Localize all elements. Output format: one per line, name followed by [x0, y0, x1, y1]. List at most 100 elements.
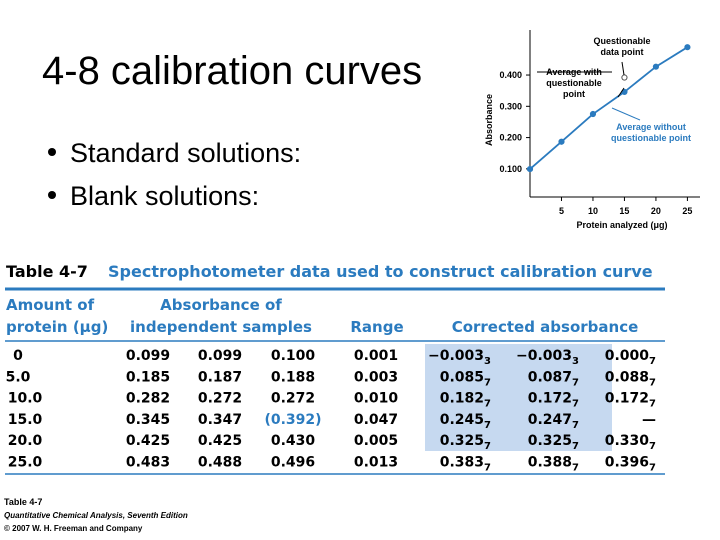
y-tick-label: 0.200: [499, 133, 522, 143]
cell-subscript: 7: [649, 463, 656, 474]
cell-subscript: 7: [572, 399, 579, 410]
table-cell: 0.100: [271, 348, 316, 364]
table-cell: (0.392): [264, 412, 321, 428]
arrow: [617, 87, 625, 98]
cell-value: 0.388: [528, 455, 572, 471]
x-tick-label: 25: [682, 206, 692, 216]
table-cell: 0.099: [126, 348, 170, 364]
table-cell: 0.3257: [440, 433, 491, 452]
cell-value: 0.383: [440, 455, 484, 471]
table-label: Table 4-7: [6, 262, 88, 281]
x-tick-label: 10: [588, 206, 598, 216]
data-point: [684, 44, 691, 51]
table-cell: 10.0: [8, 391, 43, 407]
table-cell: 0.3837: [440, 455, 491, 474]
table-cell: 0.3887: [528, 455, 579, 474]
slide-title: 4-8 calibration curves: [42, 49, 422, 93]
table-cell: 0.2457: [440, 412, 491, 431]
x-tick-label: 15: [619, 206, 629, 216]
footnote: © 2007 W. H. Freeman and Company: [4, 524, 143, 533]
data-point: [526, 165, 534, 173]
column-header: independent samples: [130, 318, 312, 336]
table-cell: —: [642, 412, 656, 428]
table-cell: 0.430: [271, 433, 316, 449]
table-cell: 0.483: [126, 455, 170, 471]
table-cell: 0.272: [198, 391, 242, 407]
table-cell: 0.425: [126, 433, 170, 449]
table-cell: 0.1727: [528, 391, 579, 410]
table-cell: 0.425: [198, 433, 242, 449]
table-cell: 0.282: [126, 391, 170, 407]
cell-value: −0.003: [428, 348, 484, 364]
table-cell: 0.010: [354, 391, 399, 407]
cell-value: 0.172: [528, 391, 572, 407]
cell-value: 0.247: [528, 412, 572, 428]
cell-value: −0.003: [516, 348, 572, 364]
table-cell: 0.347: [198, 412, 242, 428]
table-cell: 20.0: [8, 433, 43, 449]
table-cell: 0.488: [198, 455, 242, 471]
y-tick-label: 0.100: [499, 164, 522, 174]
cell-subscript: 7: [572, 420, 579, 431]
data-point: [621, 74, 628, 81]
data-point: [558, 138, 565, 145]
cell-value: 0.172: [605, 391, 649, 407]
table-cell: 0.345: [126, 412, 170, 428]
x-tick-label: 20: [651, 206, 661, 216]
bullet-text: Standard solutions:: [70, 138, 301, 168]
table-cell: 0.272: [271, 391, 315, 407]
annotation: Average without: [616, 122, 686, 132]
annotation: point: [563, 89, 585, 99]
cell-subscript: 7: [484, 420, 491, 431]
cell-subscript: 3: [572, 356, 579, 367]
table-cell: 0.0007: [605, 348, 656, 367]
bullet-text: Blank solutions:: [70, 181, 259, 211]
table-cell: 0: [13, 348, 23, 364]
table-cell: 0.185: [126, 369, 170, 385]
cell-subscript: 7: [484, 377, 491, 388]
table-cell: −0.0033: [428, 348, 491, 367]
cell-value: 0.087: [528, 369, 572, 385]
table-cell: 25.0: [8, 455, 43, 471]
footnote: Quantitative Chemical Analysis, Seventh …: [4, 511, 188, 520]
table-cell: 0.003: [354, 369, 398, 385]
table-cell: 0.001: [354, 348, 398, 364]
table-cell: 0.1727: [605, 391, 656, 410]
column-header: Amount of: [6, 296, 95, 314]
column-header: Absorbance of: [160, 296, 282, 314]
cell-subscript: 7: [649, 441, 656, 452]
table-cell: 0.013: [354, 455, 398, 471]
table-cell: 0.3257: [528, 433, 579, 452]
y-tick-label: 0.400: [499, 70, 522, 80]
annotation: questionable point: [611, 133, 691, 143]
table-cell: 0.187: [198, 369, 242, 385]
y-tick-label: 0.300: [499, 101, 522, 111]
cell-subscript: 7: [649, 377, 656, 388]
cell-subscript: 7: [484, 463, 491, 474]
column-header: Range: [350, 318, 403, 336]
table-cell: 0.188: [271, 369, 315, 385]
table-cell: 0.1827: [440, 391, 491, 410]
column-header: protein (μg): [6, 318, 108, 336]
cell-value: 0.000: [605, 348, 650, 364]
y-axis-label: Absorbance: [484, 94, 494, 146]
cell-value: 0.325: [528, 433, 572, 449]
cell-subscript: 7: [572, 377, 579, 388]
cell-value: 0.088: [605, 369, 649, 385]
table-cell: 0.496: [271, 455, 315, 471]
table-cell: 0.0877: [528, 369, 579, 388]
x-tick-label: 5: [559, 206, 564, 216]
table-cell: 0.0887: [605, 369, 656, 388]
table-cell: 0.0857: [440, 369, 491, 388]
highlight: [425, 344, 612, 451]
cell-value: 0.330: [605, 433, 650, 449]
cell-subscript: 7: [572, 441, 579, 452]
table-cell: 15.0: [8, 412, 43, 428]
footnote: Table 4-7: [4, 497, 42, 507]
column-header: Corrected absorbance: [452, 318, 639, 336]
data-point: [652, 63, 660, 70]
arrow: [611, 107, 641, 121]
cell-value: 0.396: [605, 455, 649, 471]
data-line: [529, 46, 688, 170]
cell-subscript: 7: [484, 441, 491, 452]
